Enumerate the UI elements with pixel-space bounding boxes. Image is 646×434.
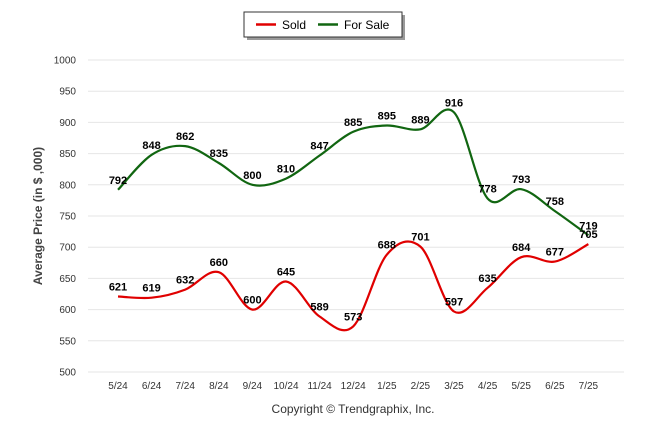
data-label-for-sale: 862 <box>176 131 194 143</box>
data-label-for-sale: 758 <box>546 196 564 208</box>
legend[interactable]: Sold For Sale <box>243 11 405 40</box>
y-tick-label: 600 <box>59 305 76 316</box>
y-tick-label: 850 <box>59 149 76 160</box>
data-label-sold: 660 <box>210 257 228 269</box>
data-label-sold: 677 <box>546 247 564 259</box>
x-tick-labels: 5/24 6/24 7/24 8/24 9/24 10/24 11/24 12/24 1/25 2… <box>108 381 598 392</box>
y-tick-label: 1000 <box>54 56 77 67</box>
x-tick-label: 4/25 <box>478 381 498 392</box>
data-label-for-sale: 792 <box>109 175 127 187</box>
data-label-sold: 621 <box>109 281 127 293</box>
x-tick-label: 2/25 <box>411 381 431 392</box>
y-tick-label: 800 <box>59 180 76 191</box>
data-label-sold: 573 <box>344 311 362 323</box>
data-label-sold: 589 <box>310 301 328 313</box>
data-label-sold: 619 <box>142 283 160 295</box>
y-tick-label: 950 <box>59 87 76 98</box>
data-label-sold: 705 <box>579 229 597 241</box>
copyright-credit: Copyright © Trendgraphix, Inc. <box>272 402 435 416</box>
y-tick-label: 650 <box>59 274 76 285</box>
y-tick-label: 900 <box>59 118 76 129</box>
data-label-for-sale: 835 <box>210 148 228 160</box>
data-label-for-sale: 848 <box>142 140 160 152</box>
x-tick-label: 8/24 <box>209 381 229 392</box>
series-line-for-sale <box>117 108 590 237</box>
y-tick-labels: 500 550 600 650 700 750 800 850 900 950 1000 <box>54 56 77 379</box>
data-label-for-sale: 895 <box>378 111 396 123</box>
data-label-for-sale: 916 <box>445 97 463 109</box>
data-label-sold: 645 <box>277 267 295 279</box>
gridlines <box>88 59 624 373</box>
x-tick-label: 5/25 <box>511 381 531 392</box>
data-label-sold: 635 <box>478 273 496 285</box>
x-tick-label: 6/25 <box>545 381 565 392</box>
series-line-sold <box>117 240 589 332</box>
data-label-for-sale: 778 <box>478 184 496 196</box>
y-tick-label: 700 <box>59 243 76 254</box>
y-tick-label: 550 <box>59 336 76 347</box>
x-tick-label: 11/24 <box>307 381 332 392</box>
data-label-for-sale: 719 <box>579 220 597 232</box>
data-label-for-sale: 889 <box>411 114 429 126</box>
x-tick-label: 6/24 <box>142 381 162 392</box>
x-tick-label: 7/25 <box>579 381 599 392</box>
data-label-for-sale: 885 <box>344 117 362 129</box>
x-tick-label: 5/24 <box>108 381 128 392</box>
x-tick-label: 10/24 <box>273 381 298 392</box>
data-label-for-sale: 847 <box>310 140 328 152</box>
data-label-for-sale: 800 <box>243 170 261 182</box>
legend-label-sold[interactable]: Sold <box>282 18 306 32</box>
x-tick-label: 3/25 <box>444 381 464 392</box>
legend-label-for-sale[interactable]: For Sale <box>344 18 390 32</box>
data-labels: 621 619 632 660 600 645 589 573 688 701 597 635 684 6… <box>109 97 598 323</box>
data-label-sold: 701 <box>411 232 429 244</box>
data-label-sold: 688 <box>378 240 396 252</box>
series-lines <box>117 108 590 332</box>
data-label-sold: 684 <box>512 242 531 254</box>
data-label-for-sale: 793 <box>512 174 530 186</box>
data-label-sold: 597 <box>445 296 463 308</box>
x-tick-label: 12/24 <box>341 381 366 392</box>
y-axis-title: Average Price (in $ ,000) <box>31 147 45 285</box>
data-label-for-sale: 810 <box>277 164 295 176</box>
x-tick-label: 1/25 <box>377 381 397 392</box>
y-tick-label: 750 <box>59 212 76 223</box>
data-label-sold: 632 <box>176 275 194 287</box>
data-label-sold: 600 <box>243 295 261 307</box>
x-tick-label: 9/24 <box>243 381 263 392</box>
x-tick-label: 7/24 <box>175 381 195 392</box>
y-tick-label: 500 <box>59 368 76 379</box>
